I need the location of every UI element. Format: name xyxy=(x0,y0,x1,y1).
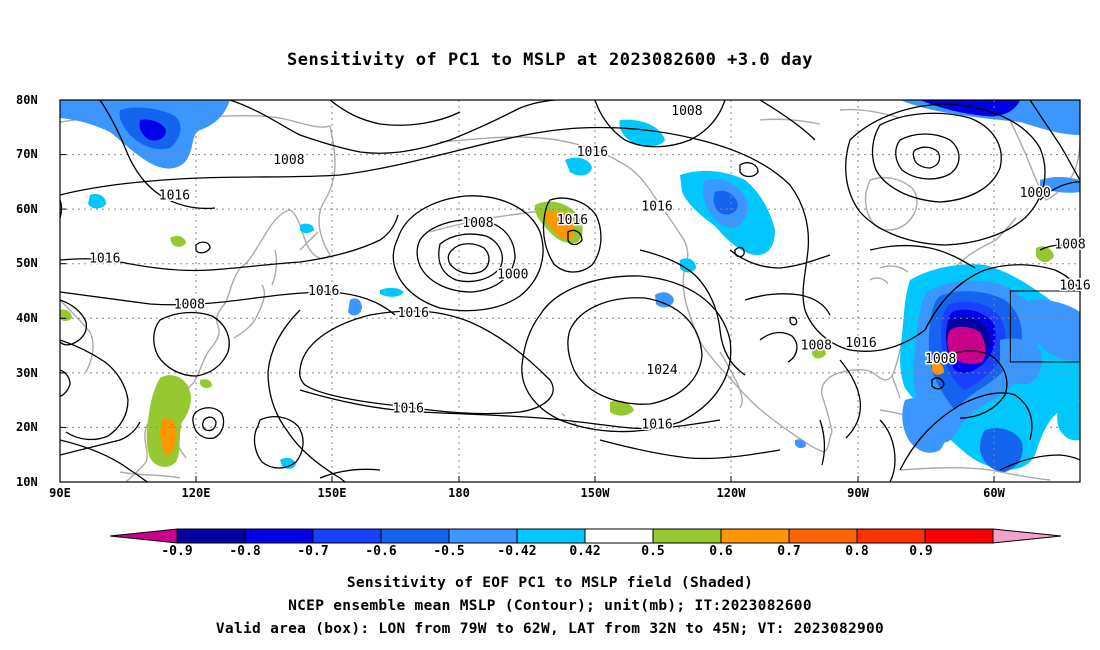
contour-label: 1016 xyxy=(577,145,608,160)
contour-labels: 1008 1016 1008 1016 1016 1008 1016 1000 1008 1016… xyxy=(88,102,1093,434)
colorbar-label: 0.6 xyxy=(709,544,733,559)
contour-label: 1016 xyxy=(641,418,672,433)
sensitivity-shading xyxy=(60,100,1080,472)
contour-label: 1008 xyxy=(925,352,956,367)
lon-tick-150e: 150E xyxy=(317,486,347,500)
lat-tick-30n: 30N xyxy=(16,366,38,380)
colorbar-swatch xyxy=(856,528,926,544)
colorbar-swatch xyxy=(380,528,450,544)
contour-label: 1008 xyxy=(273,153,304,168)
colorbar-label: 0.42 xyxy=(569,544,601,559)
contour-label: 1008 xyxy=(174,298,205,313)
lat-tick-50n: 50N xyxy=(16,256,38,270)
contour-label: 1016 xyxy=(308,284,339,299)
colorbar-swatch xyxy=(312,528,382,544)
colorbar-label: -0.42 xyxy=(497,544,537,559)
colorbar xyxy=(109,528,1062,544)
lon-tick-150w: 150W xyxy=(580,486,610,500)
lat-tick-40n: 40N xyxy=(16,311,38,325)
valid-area-box xyxy=(1009,290,1080,363)
colorbar-label: -0.6 xyxy=(365,544,397,559)
lon-tick-60w: 60W xyxy=(983,486,1005,500)
colorbar-swatch xyxy=(652,528,722,544)
contour-label: 1016 xyxy=(641,199,672,214)
lon-tick-90e: 90E xyxy=(49,486,71,500)
tick-marks xyxy=(60,154,995,482)
colorbar-swatch xyxy=(176,528,246,544)
contour-label: 1016 xyxy=(159,189,190,204)
colorbar-swatch xyxy=(448,528,518,544)
lon-tick-180: 180 xyxy=(448,486,470,500)
colorbar-label: 0.8 xyxy=(845,544,869,559)
mslp-contours xyxy=(60,100,1080,482)
colorbar-label: 0.5 xyxy=(641,544,665,559)
contour-label: 1016 xyxy=(557,213,588,228)
colorbar-swatch xyxy=(516,528,586,544)
colorbar-label: -0.7 xyxy=(297,544,329,559)
contour-label: 1008 xyxy=(462,216,493,231)
lat-tick-60n: 60N xyxy=(16,202,38,216)
lon-tick-120e: 120E xyxy=(181,486,211,500)
caption-line-1: Sensitivity of EOF PC1 to MSLP field (Sh… xyxy=(346,575,754,591)
colorbar-label: -0.9 xyxy=(161,544,193,559)
lat-tick-20n: 20N xyxy=(16,420,38,434)
contour-label: 1000 xyxy=(497,268,528,283)
lon-tick-90w: 90W xyxy=(847,486,869,500)
colorbar-swatch xyxy=(244,528,314,544)
colorbar-swatch xyxy=(720,528,790,544)
caption-line-2: NCEP ensemble mean MSLP (Contour); unit(… xyxy=(288,598,812,614)
colorbar-swatch xyxy=(584,528,654,544)
contour-label: 1000 xyxy=(1020,186,1051,201)
map-frame xyxy=(59,99,1081,483)
contour-label: 1016 xyxy=(393,401,424,416)
contour-label: 1016 xyxy=(845,336,876,351)
colorbar-label: 0.9 xyxy=(909,544,933,559)
colorbar-label: -0.8 xyxy=(229,544,261,559)
lat-tick-70n: 70N xyxy=(16,147,38,161)
contour-label: 1016 xyxy=(1059,279,1090,294)
colorbar-swatch xyxy=(924,528,994,544)
contour-label: 1024 xyxy=(646,363,677,378)
contour-label: 1008 xyxy=(671,104,702,119)
contour-label: 1016 xyxy=(89,251,120,266)
colorbar-swatch xyxy=(788,528,858,544)
caption-line-3: Valid area (box): LON from 79W to 62W, L… xyxy=(215,621,885,637)
contour-label: 1008 xyxy=(1054,238,1085,253)
colorbar-high-triangle xyxy=(992,528,1062,544)
lon-tick-120w: 120W xyxy=(716,486,746,500)
colorbar-low-triangle xyxy=(109,528,178,544)
lat-tick-10n: 10N xyxy=(16,475,38,489)
colorbar-label: 0.7 xyxy=(777,544,801,559)
lat-tick-80n: 80N xyxy=(16,93,38,107)
contour-label: 1008 xyxy=(801,339,832,354)
contour-label: 1016 xyxy=(398,306,429,321)
colorbar-label: -0.5 xyxy=(433,544,465,559)
map-title: Sensitivity of PC1 to MSLP at 2023082600… xyxy=(286,50,813,70)
